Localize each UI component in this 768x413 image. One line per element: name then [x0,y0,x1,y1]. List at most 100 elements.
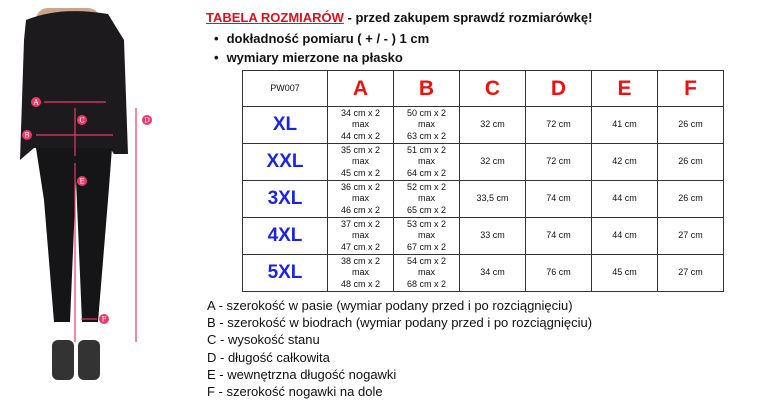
column-header: B [393,70,460,107]
size-label: 4XL [242,217,328,255]
cell-line: max [351,156,369,167]
cell-line: 53 cm x 2 [406,218,446,229]
cell-line: 65 cm x 2 [406,204,446,215]
cell-f: 27 cm [657,254,724,292]
cell-line: 63 cm x 2 [406,130,446,141]
cell-line: 67 cm x 2 [406,241,446,252]
cell-e: 44 cm [591,180,658,218]
cell-line: 48 cm x 2 [340,278,380,289]
column-header: A [327,70,394,107]
table-header-row: PW007 A B C D E F [242,70,724,107]
size-label: 3XL [242,180,328,218]
marker-c [77,115,87,125]
cell-a: 37 cm x 2 max 47 cm x 2 [327,217,394,255]
legend-item: C - wysokość stanu [207,332,320,348]
size-label: XXL [242,143,328,181]
cell-line: 68 cm x 2 [406,278,446,289]
cell-e: 44 cm [591,217,658,255]
cell-c: 33,5 cm [459,180,526,218]
table-row: XXL 35 cm x 2 max 45 cm x 2 51 cm x 2 max 64 c… [242,143,724,181]
marker-a-label: A [32,99,39,107]
cell-line: max [417,230,435,241]
product-code: PW007 [242,70,328,107]
note-item: dokładność pomiaru ( + / - ) 1 cm [214,29,430,48]
cell-line: 35 cm x 2 [340,144,380,155]
marker-a [31,97,41,107]
size-label: 5XL [242,254,328,292]
cell-f: 26 cm [657,106,724,144]
cell-b: 51 cm x 2 max 64 cm x 2 [393,143,460,181]
legend-item: B - szerokość w biodrach (wymiar podany … [207,315,593,331]
leggings [36,148,112,322]
column-header: F [657,70,724,107]
legend-item: A - szerokość w pasie (wymiar podany prz… [207,298,573,313]
cell-line: max [351,119,369,130]
column-header: D [525,70,592,107]
cell-a: 38 cm x 2 max 48 cm x 2 [327,254,394,292]
cell-f: 26 cm [657,180,724,218]
marker-f [99,314,109,324]
cell-b: 50 cm x 2 max 63 cm x 2 [393,106,460,144]
legend-item: D - długość całkowita [207,349,330,365]
left-shoe [52,340,74,380]
marker-d-label: D [144,117,150,125]
title-highlight: TABELA ROZMIARÓW [206,10,344,25]
size-label: XL [242,106,328,144]
cell-line: 52 cm x 2 [406,181,446,192]
cell-f: 27 cm [657,217,724,255]
cell-a: 35 cm x 2 max 45 cm x 2 [327,143,394,181]
marker-b-label: B [24,132,29,140]
table-row: 3XL 36 cm x 2 max 46 cm x 2 52 cm x 2 max 65 c… [242,180,724,218]
cell-d: 74 cm [525,180,592,218]
cell-line: 46 cm x 2 [340,204,380,215]
cell-d: 72 cm [525,143,592,181]
cell-line: max [417,267,435,278]
cell-c: 33 cm [459,217,526,255]
cell-a: 36 cm x 2 max 46 cm x 2 [327,180,394,218]
page-title: TABELA ROZMIARÓW - przed zakupem sprawdź… [206,10,592,25]
marker-c-label: C [79,117,84,125]
cell-d: 76 cm [525,254,592,292]
measurement-legend: A - szerokość w pasie (wymiar podany prz… [207,297,592,400]
cell-line: max [417,156,435,167]
note-item: wymiary mierzone na płasko [214,48,429,67]
cell-line: max [351,230,369,241]
title-rest: - przed zakupem sprawdź rozmiarówkę! [343,10,593,25]
cell-c: 32 cm [459,106,526,144]
marker-f-label: F [102,316,107,324]
table-row: XL 34 cm x 2 max 44 cm x 2 50 cm x 2 max 63 cm… [242,106,724,144]
cell-e: 41 cm [591,106,658,144]
cell-line: max [351,193,369,204]
legend-item: E - wewnętrzna długość nogawki [207,366,397,382]
marker-e [77,176,87,186]
marker-e-label: E [79,178,84,186]
cell-line: 38 cm x 2 [340,255,380,266]
marker-b [22,130,32,140]
marker-d [142,115,152,125]
cell-line: 45 cm x 2 [340,167,380,178]
cell-b: 52 cm x 2 max 65 cm x 2 [393,180,460,218]
sweater [20,11,128,160]
table-row: 4XL 37 cm x 2 max 47 cm x 2 53 cm x 2 max 67 c… [242,217,724,255]
cell-line: 37 cm x 2 [340,218,380,229]
table-row: 5XL 38 cm x 2 max 48 cm x 2 54 cm x 2 max 68 c… [242,254,724,292]
column-header: E [591,70,658,107]
cell-line: 50 cm x 2 [406,107,446,118]
cell-d: 72 cm [525,106,592,144]
cell-line: 64 cm x 2 [406,167,446,178]
cell-line: 51 cm x 2 [406,144,446,155]
column-header: C [459,70,526,107]
size-table: PW007 A B C D E F XL 34 cm x 2 max 44 cm x … [242,70,724,292]
cell-a: 34 cm x 2 max 44 cm x 2 [327,106,394,144]
legend-item: F - szerokość nogawki na dole [207,384,383,400]
cell-line: 34 cm x 2 [340,107,380,118]
right-shoe [78,340,100,380]
cell-line: max [417,193,435,204]
cell-c: 34 cm [459,254,526,292]
cell-b: 54 cm x 2 max 68 cm x 2 [393,254,460,292]
cell-f: 26 cm [657,143,724,181]
cell-line: 36 cm x 2 [340,181,380,192]
cell-b: 53 cm x 2 max 67 cm x 2 [393,217,460,255]
cell-e: 42 cm [591,143,658,181]
cell-line: 47 cm x 2 [340,241,380,252]
